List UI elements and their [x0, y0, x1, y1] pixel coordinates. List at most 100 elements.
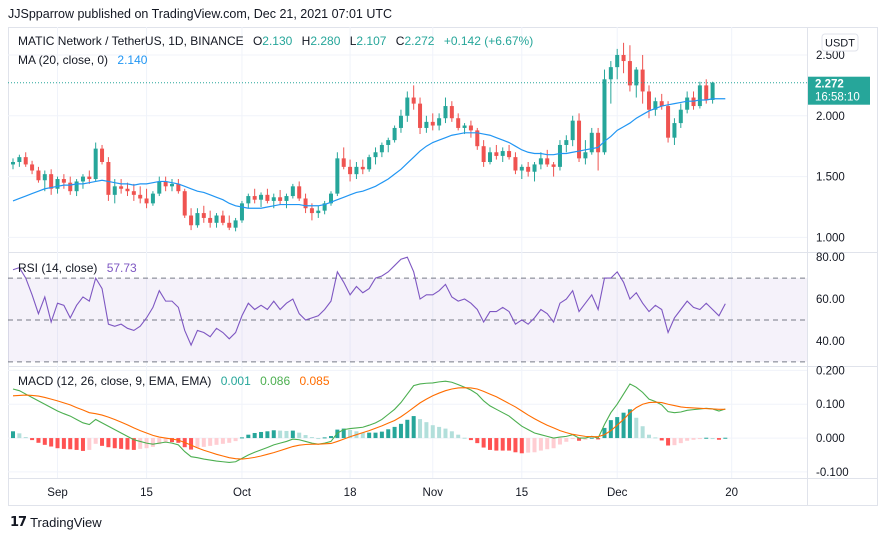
macd-histogram-bar — [329, 436, 333, 439]
candle-body — [545, 158, 550, 165]
candle — [100, 144, 105, 165]
candle-body — [589, 132, 594, 153]
candle-body — [519, 166, 524, 171]
macd-histogram-bar — [61, 438, 66, 449]
macd-histogram-bar — [710, 438, 715, 440]
candle — [303, 193, 308, 214]
macd-histogram-bar — [627, 409, 632, 439]
candle-body — [678, 109, 683, 124]
candle — [538, 152, 543, 170]
candle — [246, 193, 251, 209]
candle-body — [163, 181, 168, 187]
candle-body — [360, 166, 365, 170]
candle-body — [265, 194, 270, 201]
candle-body — [666, 106, 671, 138]
macd-histogram-bar — [11, 431, 15, 439]
candle — [615, 48, 620, 80]
candle — [106, 157, 111, 201]
macd-histogram-bar — [462, 437, 467, 439]
time-axis-label: Sep — [47, 487, 67, 499]
candle-body — [11, 162, 15, 165]
time-axis-label: Dec — [607, 487, 628, 499]
macd-histogram-bar — [481, 438, 486, 448]
candle-body — [634, 69, 639, 86]
candle-body — [557, 144, 562, 167]
macd-histogram-bar — [208, 438, 213, 446]
price-axis-label: 2.500 — [816, 50, 845, 62]
candle-body — [271, 197, 276, 201]
candle — [481, 140, 486, 167]
macd-histogram-bar — [379, 431, 384, 439]
candle-body — [647, 91, 651, 110]
macd-histogram-bar — [602, 427, 607, 439]
candle-body — [627, 61, 632, 86]
macd-histogram-bar — [55, 438, 60, 449]
macd-histogram-bar — [246, 434, 251, 439]
macd-histogram-bar — [42, 438, 47, 445]
macd-line — [12, 380, 726, 463]
tradingview-logo-icon: 𝟭𝟳 — [10, 514, 27, 529]
currency-badge[interactable]: USDT — [821, 33, 859, 52]
ohlc-high-value: 2.280 — [310, 34, 340, 48]
candle-body — [405, 97, 410, 116]
macd-histogram-bar — [659, 438, 664, 441]
macd-histogram-bar — [341, 428, 346, 439]
candle — [125, 182, 130, 197]
candle-body — [208, 217, 213, 223]
candle-body — [691, 97, 696, 107]
candle-body — [653, 101, 658, 110]
candle-body — [17, 157, 22, 162]
macd-histogram-bar — [723, 437, 728, 439]
candle-body — [367, 157, 372, 170]
macd-histogram-bar — [449, 431, 454, 439]
candle-body — [481, 146, 486, 162]
chart-frame: Sep 15 Oct 18 Nov 15 Dec 20 1.000 1.500 2.000 2.500… — [8, 27, 878, 506]
candle — [602, 69, 607, 155]
macd-histogram-bar — [189, 438, 194, 450]
candle-body — [303, 198, 308, 209]
macd-histogram-bar — [666, 438, 671, 446]
macd-histogram-bar — [615, 417, 620, 439]
candle — [557, 140, 562, 171]
candle-body — [532, 164, 537, 172]
macd-histogram-bar — [271, 430, 276, 439]
candle-body — [239, 203, 244, 221]
candle — [329, 191, 333, 206]
macd-histogram-bar — [220, 438, 225, 444]
candle-body — [551, 164, 556, 167]
candle — [259, 192, 264, 207]
time-axis-label: 15 — [140, 487, 153, 499]
candle-body — [379, 144, 384, 153]
candle — [55, 176, 60, 194]
signal-value: 0.085 — [299, 374, 329, 388]
candle — [176, 179, 181, 194]
chart-svg: Sep 15 Oct 18 Nov 15 Dec 20 1.000 1.500 2.000 2.500… — [8, 27, 878, 506]
candle — [418, 97, 423, 135]
macd-histogram-bar — [596, 438, 601, 440]
candle-body — [195, 213, 200, 226]
macd-histogram-bar — [704, 437, 709, 439]
rsi-line — [12, 256, 726, 347]
candle — [392, 125, 397, 143]
macd-histogram-bar — [367, 432, 372, 439]
candle-body — [354, 166, 359, 175]
candle — [49, 169, 54, 195]
macd-histogram-bar — [373, 432, 378, 439]
candle-body — [100, 148, 105, 162]
candle — [17, 154, 22, 167]
candle-body — [583, 152, 588, 159]
macd-histogram-bar — [513, 438, 518, 453]
candle-body — [335, 158, 340, 194]
candle-body — [170, 183, 174, 187]
macd-histogram-bar — [316, 438, 321, 440]
candle — [672, 118, 677, 145]
macd-histogram-bar — [360, 432, 365, 439]
macd-axis-label: 0.100 — [816, 399, 845, 411]
macd-histogram-bar — [297, 432, 302, 439]
candle — [354, 162, 359, 180]
candle — [68, 176, 73, 195]
candle-body — [596, 132, 601, 153]
macd-histogram-bar — [106, 438, 111, 448]
candle-body — [392, 127, 397, 141]
macd-histogram-bar — [259, 431, 264, 439]
